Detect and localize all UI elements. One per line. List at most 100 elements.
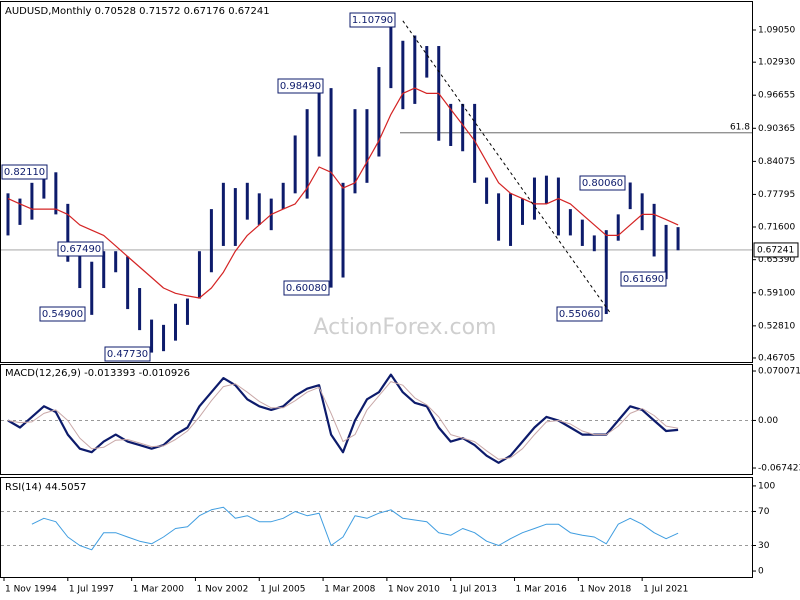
- x-tick-label: 1 Nov 1994: [5, 585, 57, 595]
- annotation: 0.67490: [60, 244, 101, 255]
- series-line: [31, 506, 679, 551]
- y-tick-label: 0: [758, 567, 764, 577]
- annotation: 0.82110: [4, 167, 45, 178]
- fib-label: 61.8: [730, 122, 750, 132]
- x-tick-label: 1 Jul 1997: [69, 585, 114, 595]
- series-line: [7, 373, 679, 464]
- price-bar: [66, 203, 70, 262]
- price-bar: [54, 172, 58, 215]
- y-tick-label: 0.96655: [758, 91, 795, 101]
- price-bar: [305, 109, 309, 199]
- y-tick-label: 0.070071: [758, 367, 800, 377]
- price-bar: [401, 40, 405, 110]
- x-tick-label: 1 Jul 2021: [643, 585, 688, 595]
- y-tick-label: 0.59100: [758, 288, 795, 298]
- price-bar: [162, 324, 166, 352]
- last-price-box: [753, 242, 799, 258]
- price-bar: [221, 182, 225, 246]
- last-price-label: 0.67241: [757, 245, 794, 255]
- price-bar: [413, 35, 417, 104]
- y-tick-label: 0.00: [758, 416, 778, 426]
- annotation: 0.60080: [286, 283, 327, 294]
- price-bar: [509, 193, 513, 246]
- price-bar: [18, 198, 22, 225]
- price-bar: [640, 193, 644, 231]
- annotation-box: [283, 280, 330, 296]
- macd-panel: [0, 364, 753, 475]
- price-bar: [78, 245, 82, 289]
- rsi-title: RSI(14) 44.5057: [5, 482, 86, 493]
- price-bar: [209, 209, 213, 273]
- y-tick-label: 30: [758, 541, 770, 551]
- price-bar: [114, 251, 118, 273]
- price-bar: [30, 182, 34, 220]
- annotation-box: [39, 306, 86, 322]
- price-bar: [341, 182, 345, 278]
- y-tick-label: 0.46705: [758, 353, 795, 363]
- y-tick-label: 1.02930: [758, 58, 795, 68]
- price-bar: [461, 103, 465, 152]
- series-line: [7, 87, 679, 299]
- annotation-box: [579, 175, 626, 191]
- watermark: ActionForex.com: [314, 315, 497, 340]
- rsi-panel: [0, 477, 753, 578]
- price-bar: [580, 219, 584, 246]
- price-bar: [616, 214, 620, 241]
- price-bar: [365, 109, 369, 183]
- price-bar: [90, 261, 94, 315]
- annotation-box: [1, 164, 48, 180]
- price-bar: [377, 67, 381, 157]
- price-bar: [102, 251, 106, 289]
- price-bar: [592, 235, 596, 252]
- price-bar: [174, 303, 178, 341]
- y-tick-label: 100: [758, 481, 775, 491]
- price-bar: [197, 251, 201, 299]
- annotation-box: [620, 271, 667, 287]
- y-tick-label: 1.09050: [758, 25, 795, 35]
- price-bar: [544, 175, 548, 204]
- price-bar: [389, 20, 393, 89]
- price-bar: [568, 209, 572, 236]
- x-tick-label: 1 Nov 2018: [579, 585, 631, 595]
- price-bar: [449, 103, 453, 146]
- price-bar: [281, 182, 285, 210]
- price-bar: [664, 224, 668, 280]
- x-tick-label: 1 Jul 2005: [260, 585, 305, 595]
- price-bar: [628, 182, 632, 210]
- price-bar: [185, 298, 189, 325]
- x-tick-label: 1 Mar 2008: [324, 585, 376, 595]
- price-bar: [317, 85, 321, 157]
- price-bar: [293, 135, 297, 194]
- y-tick-label: -0.067423: [758, 464, 800, 474]
- annotation-box: [556, 306, 603, 322]
- price-bar: [6, 193, 10, 236]
- y-tick-label: 0.65390: [758, 255, 795, 265]
- price-title: AUDUSD,Monthly 0.70528 0.71572 0.67176 0…: [5, 6, 270, 17]
- price-bar: [233, 188, 237, 246]
- y-tick-label: 70: [758, 507, 770, 517]
- annotation-box: [57, 241, 104, 257]
- price-bar: [532, 177, 536, 220]
- price-bar: [652, 203, 656, 257]
- annotation: 0.80060: [582, 178, 623, 189]
- annotation-box: [277, 78, 324, 94]
- x-tick-label: 1 Mar 2016: [516, 585, 568, 595]
- price-bar: [473, 103, 477, 183]
- price-bar: [245, 182, 249, 220]
- annotation: 0.47730: [107, 349, 148, 360]
- price-bar: [257, 193, 261, 225]
- price-panel: [0, 1, 753, 363]
- price-bar: [604, 230, 608, 315]
- macd-title: MACD(12,26,9) -0.013393 -0.010926: [5, 368, 190, 379]
- y-tick-label: 0.52810: [758, 321, 795, 331]
- price-bar: [353, 109, 357, 194]
- price-bar: [556, 177, 560, 236]
- y-tick-label: 0.84075: [758, 157, 795, 167]
- x-tick-label: 1 Nov 2010: [388, 585, 440, 595]
- annotation: 0.54900: [42, 309, 83, 320]
- x-tick-label: 1 Nov 2002: [196, 585, 248, 595]
- annotation: 0.55060: [559, 309, 600, 320]
- annotation: 1.10790: [352, 15, 393, 26]
